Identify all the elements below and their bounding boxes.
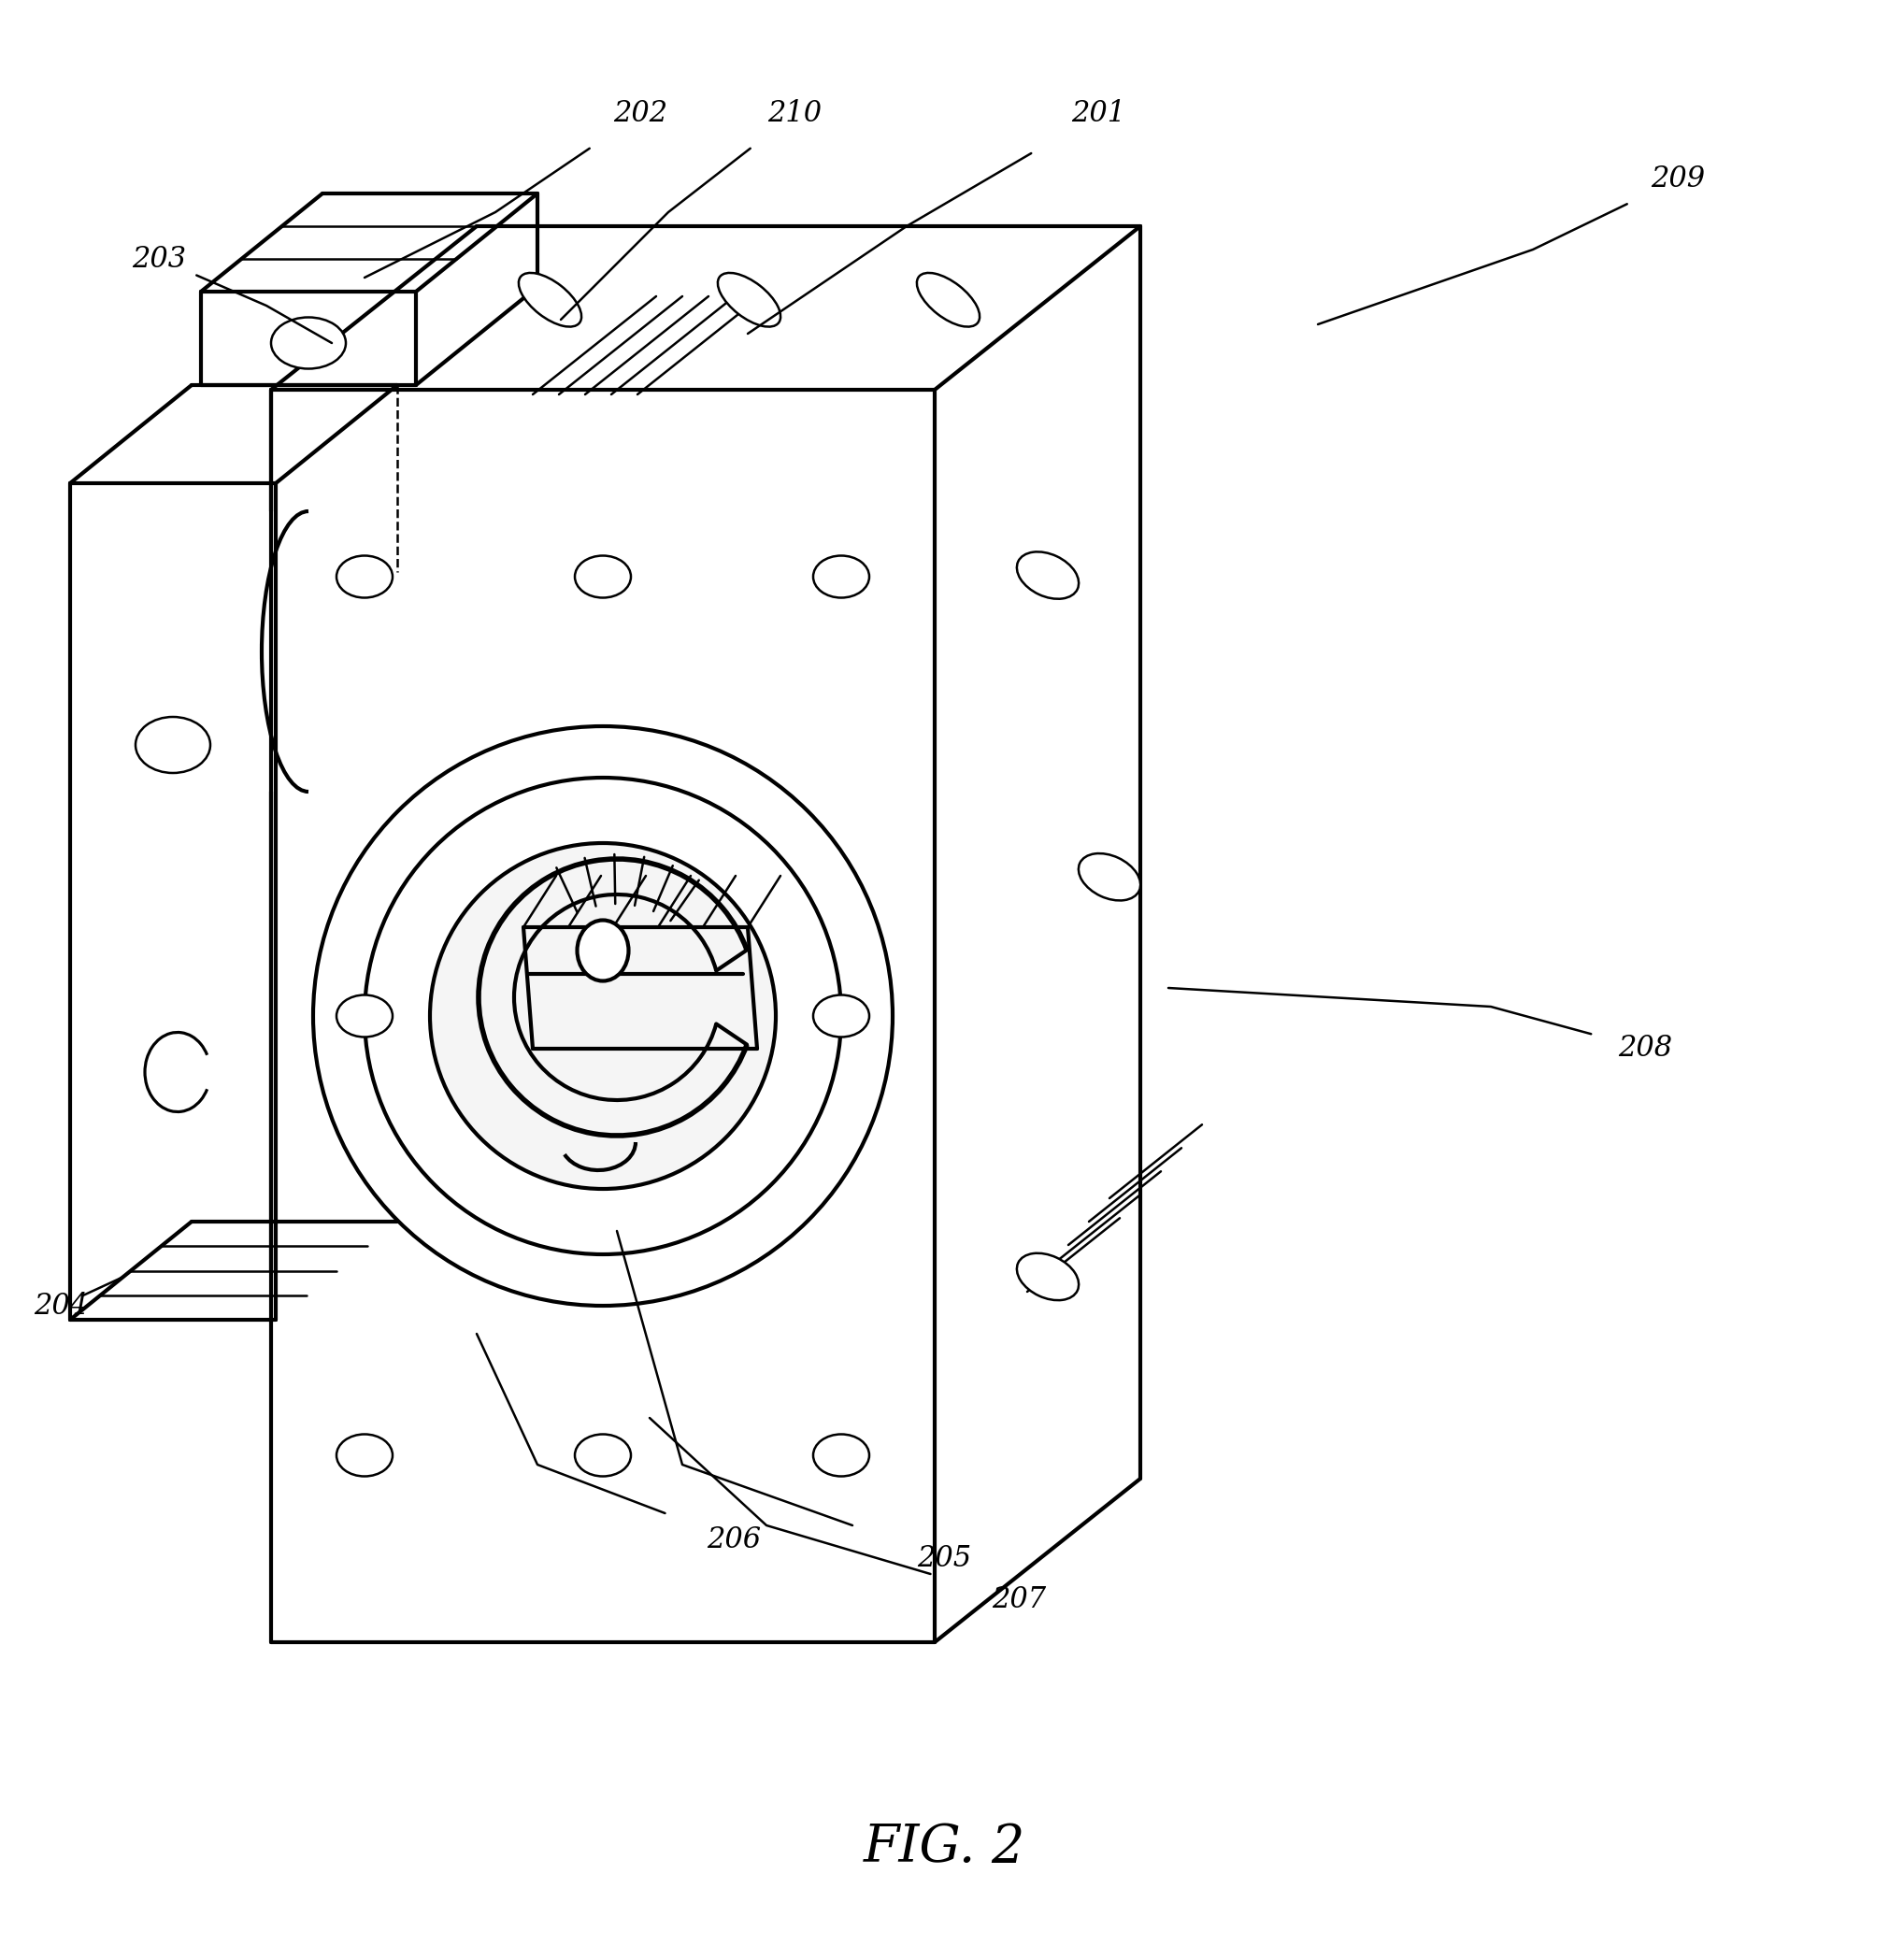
Ellipse shape [336,1435,393,1476]
Ellipse shape [1016,553,1079,600]
Ellipse shape [916,272,980,327]
Ellipse shape [1079,853,1141,900]
Ellipse shape [578,919,629,980]
Text: 205: 205 [916,1544,971,1572]
Text: FIG. 2: FIG. 2 [863,1823,1026,1874]
Text: 201: 201 [1071,100,1126,129]
Text: 206: 206 [706,1525,761,1554]
Ellipse shape [574,1435,631,1476]
Ellipse shape [270,318,346,368]
Ellipse shape [336,557,393,598]
Ellipse shape [431,843,776,1190]
Text: 208: 208 [1617,1035,1672,1062]
Text: 209: 209 [1651,165,1706,194]
Text: 207: 207 [992,1586,1047,1615]
Ellipse shape [1016,1252,1079,1299]
Text: 203: 203 [132,245,185,272]
Ellipse shape [314,727,893,1305]
Ellipse shape [519,272,582,327]
Ellipse shape [718,272,780,327]
Text: 204: 204 [34,1292,89,1321]
Text: 210: 210 [767,100,822,129]
Ellipse shape [336,996,393,1037]
Ellipse shape [812,557,869,598]
Ellipse shape [812,1435,869,1476]
Ellipse shape [136,717,210,772]
Ellipse shape [812,996,869,1037]
Ellipse shape [574,557,631,598]
Text: 202: 202 [614,100,667,129]
Ellipse shape [365,778,841,1254]
